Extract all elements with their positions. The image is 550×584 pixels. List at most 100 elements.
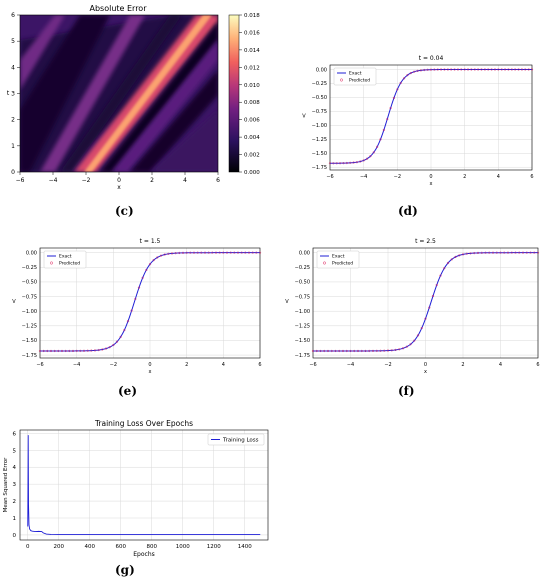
y-tick-label: −1.00 [22, 309, 37, 315]
plot-title: t = 2.5 [415, 238, 436, 245]
predicted-point [431, 294, 435, 298]
predicted-point [38, 349, 42, 353]
plot-frame [19, 429, 269, 541]
legend-exact-label: Exact [59, 254, 72, 260]
training-loss-line [27, 435, 261, 536]
heatmap-xlabel: x [117, 184, 121, 191]
predicted-point [424, 317, 427, 320]
predicted-point [510, 251, 513, 254]
plot-frame [312, 247, 539, 359]
x-tick-label: 0 [26, 544, 30, 550]
predicted-point [49, 349, 53, 353]
predicted-point [399, 81, 402, 85]
y-tick-label: −0.25 [22, 265, 37, 271]
predicted-point [311, 349, 315, 353]
x-tick-label: 400 [85, 544, 96, 550]
colorbar-tick-label: 0.008 [244, 100, 260, 106]
x-tick-label: 6 [258, 362, 261, 368]
predicted-point [211, 251, 214, 254]
legend-exact-label: Exact [349, 71, 362, 77]
colorbar-tick-label: 0.014 [244, 48, 260, 54]
x-tick-label: 2 [461, 362, 464, 368]
predicted-point [365, 157, 369, 160]
predicted-point [463, 68, 466, 71]
predicted-point [436, 68, 439, 71]
x-tick-label: 6 [530, 174, 533, 180]
y-tick-label: 0 [13, 533, 17, 539]
legend-box [207, 433, 265, 446]
x-tick-label: 0 [148, 362, 151, 368]
loss-ylabel: Mean Squared Error [3, 457, 9, 512]
predicted-point [527, 68, 530, 71]
y-tick-label: 0.00 [299, 250, 310, 256]
y-tick-label: −1.50 [312, 151, 327, 157]
exact-line [330, 68, 532, 164]
predicted-point [349, 161, 352, 164]
predicted-point [398, 348, 401, 351]
x-tick-label: 6 [536, 362, 539, 368]
heatmap-x-tick-label: 4 [183, 177, 187, 184]
predicted-point [82, 349, 86, 352]
predicted-point [487, 68, 490, 71]
predicted-point [46, 349, 49, 353]
predicted-point [167, 252, 170, 255]
predicted-point [345, 161, 348, 165]
predicted-point [64, 349, 67, 353]
predicted-point [115, 340, 119, 343]
predicted-point [108, 346, 111, 349]
predicted-point [521, 251, 525, 254]
caption-c: (c) [115, 204, 134, 218]
heatmap-title: Absolute Error [89, 4, 147, 13]
predicted-point [405, 345, 408, 348]
predicted-point [141, 276, 144, 279]
predicted-point [443, 68, 446, 71]
colorbar-tick-label: 0.018 [244, 13, 260, 19]
y-tick-label: −1.25 [22, 324, 37, 330]
y-axis-label: V [302, 114, 306, 120]
x-tick-label: 4 [497, 174, 500, 180]
legend-predicted-swatch [323, 261, 326, 265]
predicted-point [386, 118, 389, 121]
predicted-point [383, 349, 386, 352]
predicted-point [413, 70, 416, 73]
y-tick-label: −1.75 [22, 353, 37, 359]
caption-d: (d) [398, 204, 418, 218]
legend-box [333, 67, 377, 86]
legend-predicted-label: Predicted [332, 261, 353, 267]
predicted-point [42, 349, 45, 353]
y-tick-label: −0.50 [22, 280, 37, 286]
predicted-point [196, 251, 199, 254]
heatmap-y-tick-label: 5 [11, 38, 15, 45]
y-tick-label: −0.75 [295, 294, 310, 300]
legend-box [316, 250, 360, 269]
predicted-point [247, 251, 251, 254]
predicted-point [356, 349, 360, 353]
predicted-point [68, 349, 71, 353]
x-tick-label: −6 [309, 362, 316, 368]
predicted-point [394, 348, 397, 352]
colorbar-tick-label: 0.010 [244, 83, 260, 89]
x-tick-label: −6 [326, 174, 333, 180]
predicted-point [500, 68, 503, 71]
predicted-point [409, 71, 412, 75]
predicted-point [530, 68, 534, 71]
legend-predicted-label: Predicted [349, 78, 370, 84]
heatmap-x-tick-label: −4 [49, 177, 58, 184]
predicted-point [101, 348, 104, 351]
predicted-point [433, 68, 436, 71]
y-tick-label: −0.25 [295, 265, 310, 271]
predicted-point [379, 138, 382, 141]
predicted-point [123, 328, 126, 332]
caption-g: (g) [115, 563, 135, 577]
predicted-point [392, 96, 396, 99]
predicted-point [200, 251, 203, 254]
predicted-point [439, 274, 442, 277]
predicted-point [413, 339, 416, 342]
predicted-point [207, 251, 210, 254]
x-tick-label: 1200 [207, 544, 221, 550]
x-tick-label: 1400 [238, 544, 252, 550]
y-tick-label: −1.00 [295, 309, 310, 315]
predicted-point [233, 251, 236, 254]
predicted-point [97, 348, 100, 352]
y-tick-label: −1.75 [312, 165, 327, 171]
